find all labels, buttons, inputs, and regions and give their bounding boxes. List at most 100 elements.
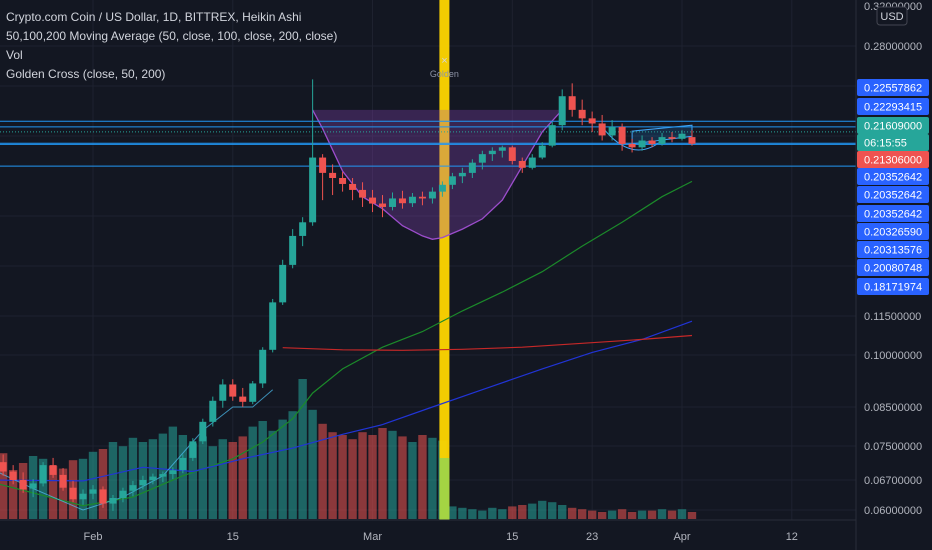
candle-body	[109, 498, 117, 504]
golden-cross-band	[439, 0, 450, 520]
candle-body	[19, 480, 27, 490]
candle-body	[0, 462, 7, 472]
volume-bar	[258, 421, 267, 519]
volume-bar	[468, 509, 477, 519]
candle-body	[678, 133, 686, 139]
price-label-text: 0.21306000	[864, 155, 922, 167]
golden-cross-label: Golden	[430, 69, 459, 79]
candle-body	[478, 154, 486, 163]
price-label-text: 0.20326590	[864, 227, 922, 239]
volume-bar	[548, 502, 557, 519]
chart-legend: Crypto.com Coin / US Dollar, 1D, BITTREX…	[6, 8, 337, 84]
candle-body	[388, 198, 396, 207]
volume-bar	[348, 439, 357, 519]
volume-bar	[657, 509, 667, 519]
y-tick-label: 0.07500000	[864, 441, 922, 453]
volume-bar	[388, 430, 397, 519]
candle-body	[319, 157, 327, 173]
volume-bar	[577, 509, 587, 519]
volume-bar	[128, 437, 138, 519]
volume-bar	[178, 435, 188, 519]
volume-bar	[607, 510, 617, 519]
candle-body	[79, 493, 87, 500]
volume-bar	[398, 436, 407, 519]
volume-bar	[218, 439, 227, 519]
candle-body	[299, 222, 307, 236]
candle-body	[119, 490, 127, 498]
candle-body	[428, 191, 436, 199]
volume-bar	[368, 435, 377, 519]
candle-body	[688, 137, 696, 144]
candle-body	[209, 400, 217, 422]
candle-body	[508, 147, 516, 161]
price-label-text: 0.18171974	[864, 282, 922, 294]
candle-body	[99, 489, 107, 504]
candle-body	[438, 184, 446, 192]
price-label-box	[857, 134, 929, 151]
candle-body	[618, 126, 626, 144]
price-label-box	[857, 117, 929, 134]
candle-body	[418, 196, 426, 199]
candle-body	[249, 383, 257, 402]
volume-bar	[498, 509, 507, 519]
price-label-text: 0.21609000	[864, 121, 922, 133]
symbol-title[interactable]: Crypto.com Coin / US Dollar, 1D, BITTREX…	[6, 10, 302, 24]
volume-bar	[518, 505, 527, 519]
candle-body	[598, 123, 606, 136]
price-label-box	[857, 168, 929, 185]
volume-bar	[587, 510, 597, 519]
candle-body	[648, 140, 656, 144]
candle-body	[199, 421, 207, 442]
price-label-box	[857, 186, 929, 203]
volume-bar	[0, 453, 8, 519]
x-tick-label: Apr	[673, 531, 690, 543]
ma50-line	[0, 180, 693, 507]
candle-body	[169, 470, 177, 475]
volume-bar	[188, 443, 198, 519]
candle-body	[468, 162, 476, 173]
volume-bar	[308, 409, 317, 519]
volume-bar	[478, 510, 487, 519]
time-axis: Feb 15 Mar 15 23 Apr 12	[0, 519, 856, 543]
candle-body	[329, 172, 337, 178]
candle-body	[568, 96, 576, 110]
candle-body	[448, 176, 456, 185]
candle-body	[309, 157, 317, 223]
volume-bar	[418, 435, 427, 519]
candle-body	[548, 125, 556, 146]
volume-bar	[408, 442, 417, 519]
volume-bar	[318, 423, 327, 519]
golden-cross-marker: × Golden	[430, 0, 459, 520]
candle-body	[628, 143, 636, 148]
candle-body	[668, 137, 676, 139]
volume-bar	[508, 506, 517, 519]
candle-body	[39, 465, 47, 484]
volume-bar	[538, 500, 547, 519]
candle-body	[379, 203, 387, 207]
vol-indicator-label[interactable]: Vol	[6, 48, 23, 62]
volume-bar	[448, 506, 457, 519]
candle-body	[339, 178, 347, 184]
ma-indicator-label[interactable]: 50,100,200 Moving Average (50, close, 10…	[6, 29, 338, 43]
y-tick-label: 0.10000000	[864, 350, 922, 362]
price-label-box	[857, 98, 929, 115]
candle-body	[528, 157, 536, 168]
price-label-box	[857, 241, 929, 258]
candle-body	[359, 189, 367, 198]
volume-bar	[637, 510, 647, 519]
x-tick-label: 23	[586, 531, 598, 543]
price-label-box	[857, 259, 929, 276]
volume-bar	[78, 458, 88, 519]
candle-body	[458, 172, 466, 177]
x-tick-label: Feb	[84, 531, 103, 543]
golden-cross-indicator-label[interactable]: Golden Cross (close, 50, 200)	[6, 67, 166, 81]
volume-bar	[617, 509, 627, 519]
candle-body	[69, 487, 77, 500]
volume-bar	[248, 426, 257, 519]
golden-cross-volume	[439, 458, 450, 520]
y-tick-label: 0.06700000	[864, 475, 922, 487]
candle-body	[219, 384, 227, 401]
golden-cross-text: ×	[441, 55, 447, 67]
price-label-text: 0.22557862	[864, 83, 922, 95]
